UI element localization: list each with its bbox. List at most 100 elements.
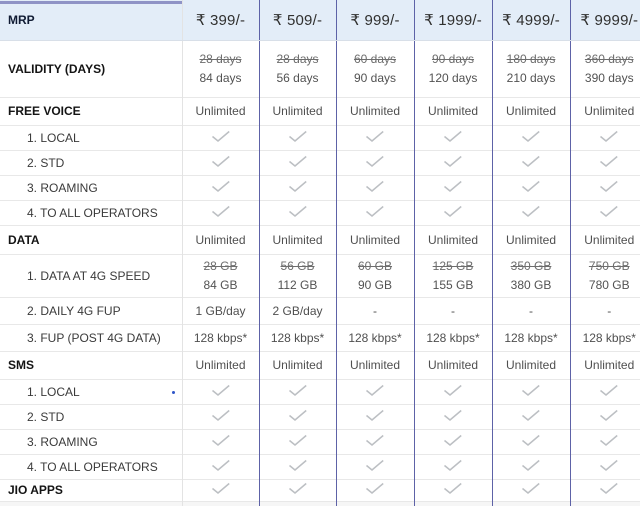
value-cell: Unlimited: [569, 351, 640, 379]
value-cell: Unlimited: [335, 97, 414, 125]
check-icon: [366, 409, 384, 421]
check-cell: [181, 454, 259, 479]
check-icon: [288, 409, 307, 421]
check-cell: [181, 479, 259, 501]
check-icon: [211, 409, 230, 421]
check-icon: [444, 459, 462, 471]
check-icon: [211, 384, 230, 396]
plan-table-body: VALIDITY (DAYS) 28 days 84 days 28 days 56 d…: [0, 40, 640, 506]
check-icon: [522, 180, 540, 192]
check-icon: [366, 384, 384, 396]
check-cell: [413, 479, 492, 501]
check-cell: [413, 379, 492, 404]
row-label: FREE VOICE: [0, 97, 182, 125]
check-cell: [258, 150, 336, 175]
check-cell: [181, 200, 259, 225]
table-row: 4. TO ALL OPERATORS: [0, 200, 640, 225]
check-icon: [444, 409, 462, 421]
value-cell: 60 days 90 days: [335, 40, 414, 97]
check-cell: [335, 404, 414, 429]
value-cell: Unlimited: [335, 351, 414, 379]
check-cell: [491, 479, 570, 501]
value-cell: 360 days 390 days: [569, 40, 640, 97]
table-row: 4. TO ALL OPERATORS: [0, 454, 640, 479]
check-icon: [600, 384, 618, 396]
value-cell: 28 days 84 days: [181, 40, 259, 97]
value-cell: 90 days 120 days: [413, 40, 492, 97]
check-icon: [444, 434, 462, 446]
top-accent-bar: [0, 1, 182, 4]
price-header-4: ₹ 1999/-: [413, 0, 492, 41]
check-cell: [335, 454, 414, 479]
check-cell: [569, 379, 640, 404]
value-cell: 128 kbps*: [335, 324, 414, 351]
check-icon: [211, 130, 230, 142]
value-cell: 125 GB 155 GB: [413, 254, 492, 297]
check-icon: [522, 205, 540, 217]
check-icon: [522, 434, 540, 446]
check-cell: [413, 404, 492, 429]
check-cell: [569, 200, 640, 225]
check-cell: [569, 175, 640, 200]
check-icon: [211, 482, 230, 494]
row-label: 1. LOCAL: [0, 125, 182, 150]
check-cell: [569, 429, 640, 454]
check-icon: [366, 180, 384, 192]
check-icon: [366, 205, 384, 217]
check-cell: [258, 125, 336, 150]
check-icon: [444, 482, 462, 494]
value-cell: [569, 501, 640, 506]
value-cell: Unlimited: [181, 225, 259, 254]
check-cell: [413, 429, 492, 454]
new-value: 120 days: [428, 70, 478, 85]
check-cell: [335, 379, 414, 404]
value-cell: Unlimited: [491, 351, 570, 379]
check-icon: [522, 409, 540, 421]
check-cell: [258, 479, 336, 501]
stray-dot-icon: [172, 391, 175, 394]
value-cell: 56 GB 112 GB: [258, 254, 336, 297]
value-cell: -: [491, 297, 570, 324]
check-icon: [522, 459, 540, 471]
table-row: 1. LOCAL: [0, 125, 640, 150]
table-row: 1. LOCAL: [0, 379, 640, 404]
check-cell: [181, 429, 259, 454]
value-cell: Unlimited: [569, 225, 640, 254]
table-row: 3. ROAMING: [0, 429, 640, 454]
check-icon: [522, 482, 540, 494]
check-cell: [491, 125, 570, 150]
new-value: 112 GB: [277, 277, 318, 292]
row-label: 4. TO ALL OPERATORS: [0, 200, 182, 225]
check-cell: [335, 479, 414, 501]
check-icon: [288, 180, 307, 192]
check-cell: [335, 150, 414, 175]
check-icon: [600, 155, 618, 167]
check-cell: [413, 150, 492, 175]
check-icon: [211, 434, 230, 446]
value-cell: [181, 501, 259, 506]
check-cell: [335, 175, 414, 200]
price-header-5: ₹ 4999/-: [491, 0, 570, 41]
value-cell: 128 kbps*: [413, 324, 492, 351]
row-label: 3. ROAMING: [0, 175, 182, 200]
check-icon: [288, 205, 307, 217]
check-icon: [600, 434, 618, 446]
value-cell: 2 GB/day: [258, 297, 336, 324]
value-cell: [258, 501, 336, 506]
check-cell: [413, 454, 492, 479]
check-icon: [288, 459, 307, 471]
value-cell: Unlimited: [413, 225, 492, 254]
new-value: 380 GB: [510, 277, 552, 292]
check-cell: [491, 175, 570, 200]
new-value: 155 GB: [432, 277, 474, 292]
row-label: 1. LOCAL: [0, 379, 182, 404]
check-cell: [335, 429, 414, 454]
value-cell: Unlimited: [258, 351, 336, 379]
value-cell: Unlimited: [181, 97, 259, 125]
value-cell: Unlimited: [258, 97, 336, 125]
check-cell: [491, 200, 570, 225]
check-cell: [181, 125, 259, 150]
old-value: 360 days: [584, 51, 634, 66]
check-cell: [258, 175, 336, 200]
